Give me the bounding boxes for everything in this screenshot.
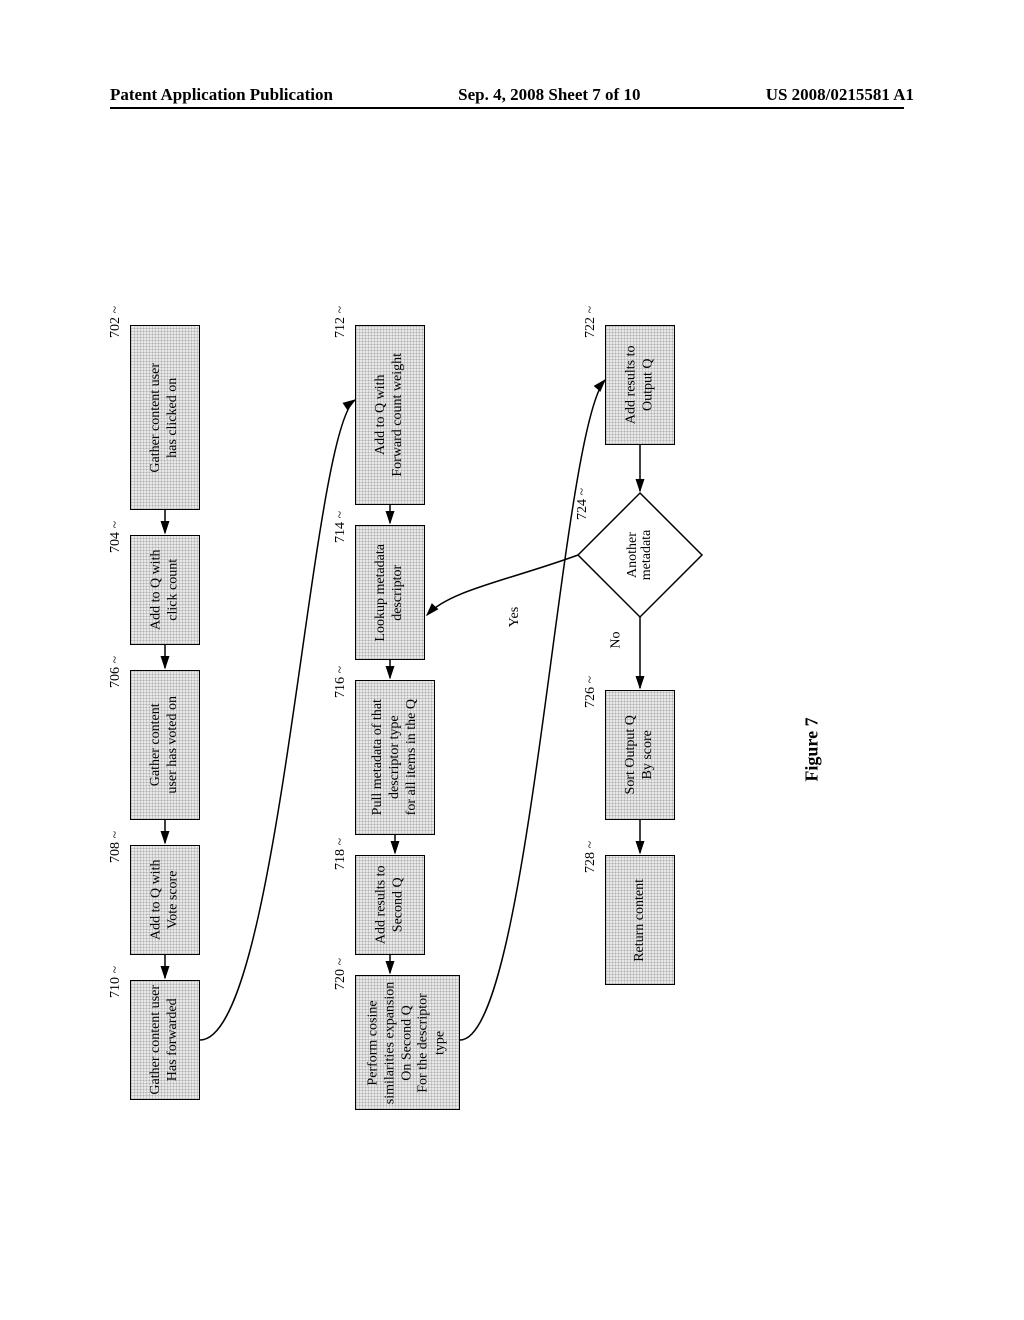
- flowchart-arrows: Anothermetadata: [130, 180, 850, 1100]
- header-center: Sep. 4, 2008 Sheet 7 of 10: [458, 85, 640, 105]
- ref-704: 704 ~: [108, 521, 124, 553]
- ref-710: 710 ~: [108, 966, 124, 998]
- ref-708: 708 ~: [108, 831, 124, 863]
- header-left: Patent Application Publication: [110, 85, 333, 105]
- svg-text:Anothermetadata: Anothermetadata: [625, 529, 654, 580]
- decision-text-1: Another: [625, 532, 640, 578]
- ref-702: 702 ~: [108, 306, 124, 338]
- header-rule: [110, 107, 904, 109]
- decision-text-2: metadata: [639, 529, 654, 580]
- flowchart-diagram: Gather content user has clicked on 702 ~…: [130, 180, 850, 1100]
- ref-706: 706 ~: [108, 656, 124, 688]
- header-right: US 2008/0215581 A1: [766, 85, 914, 105]
